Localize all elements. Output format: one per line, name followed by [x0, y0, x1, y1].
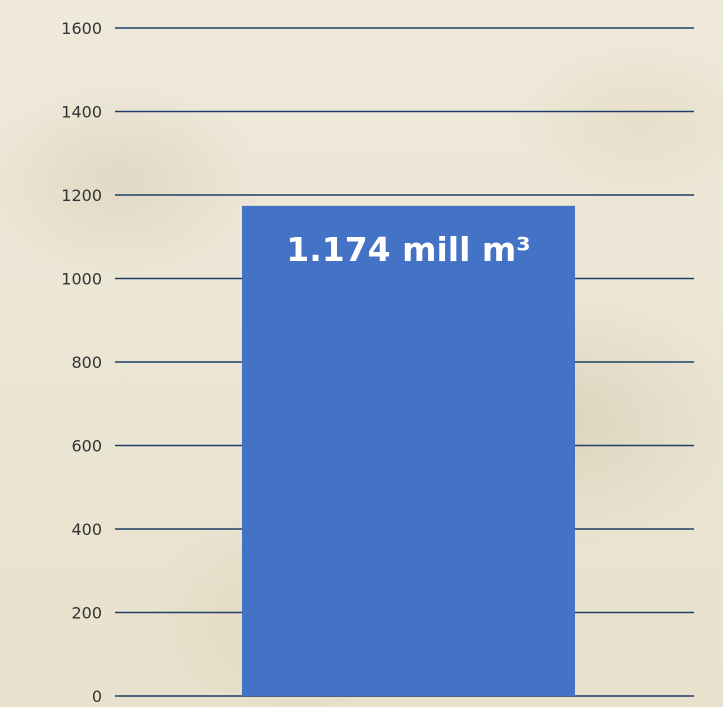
y-tick-label: 1600: [61, 19, 102, 38]
y-tick-label: 800: [71, 353, 102, 372]
bar: [242, 205, 575, 697]
y-tick-label: 600: [71, 437, 102, 456]
y-tick-label: 0: [92, 687, 102, 706]
y-axis-ticks: 0 200 400 600 800 1000 1200 1400 1600: [61, 19, 102, 706]
data-labels: 1.174 mill m³: [286, 230, 531, 269]
y-tick-label: 1200: [61, 186, 102, 205]
y-tick-label: 1000: [61, 270, 102, 289]
bars: [242, 205, 575, 697]
y-tick-label: 400: [71, 520, 102, 539]
bar-value-label: 1.174 mill m³: [286, 230, 531, 269]
y-tick-label: 200: [71, 604, 102, 623]
y-tick-label: 1400: [61, 103, 102, 122]
